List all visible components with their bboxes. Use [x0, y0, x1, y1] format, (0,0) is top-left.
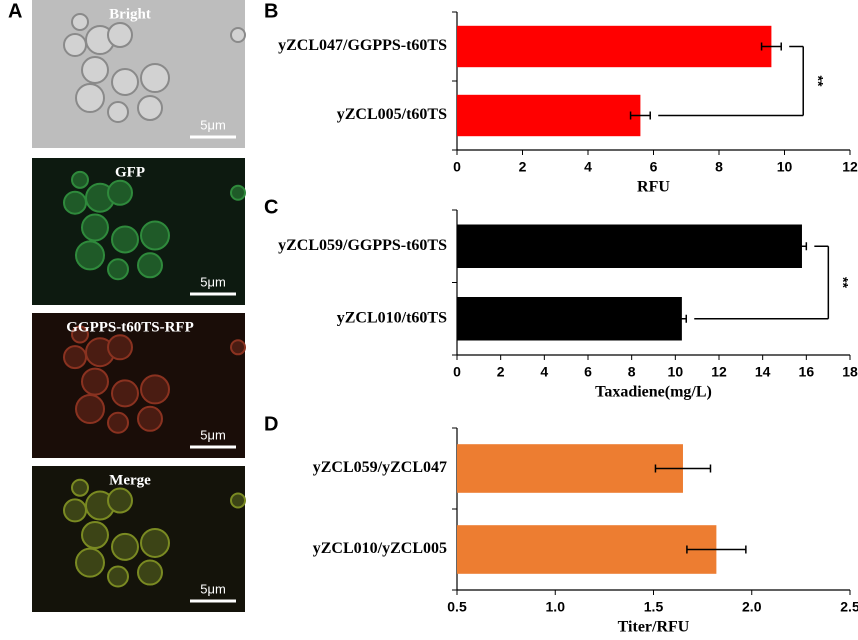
- bar: [457, 25, 772, 68]
- x-tick-label: 10: [668, 364, 684, 380]
- panel-label: A: [8, 0, 22, 22]
- category-label: yZCL005/t60TS: [337, 106, 447, 123]
- bar: [457, 94, 641, 137]
- image-label: Bright: [109, 6, 151, 22]
- cell: [107, 565, 129, 588]
- scale-bar-label: 5μm: [200, 427, 226, 442]
- cell: [75, 83, 105, 113]
- scale-bar-label: 5μm: [200, 581, 226, 596]
- cell: [107, 334, 133, 361]
- x-tick-label: 4: [584, 159, 592, 175]
- cell: [140, 374, 170, 405]
- cell: [140, 527, 170, 558]
- x-tick-label: 8: [628, 364, 636, 380]
- bar: [457, 444, 683, 493]
- scale-bar-label: 5μm: [200, 117, 226, 132]
- panel-label: C: [264, 196, 278, 218]
- cell: [140, 220, 170, 251]
- x-tick-label: 2: [497, 364, 505, 380]
- category-label: yZCL010/yZCL005: [313, 540, 447, 557]
- category-label: yZCL010/t60TS: [337, 309, 447, 326]
- bar: [457, 224, 802, 268]
- cell: [107, 487, 133, 514]
- micrograph: [32, 313, 245, 458]
- category-label: yZCL059/GGPPS-t60TS: [278, 237, 447, 254]
- x-tick-label: 2: [519, 159, 527, 175]
- cell: [107, 179, 133, 206]
- x-tick-label: 14: [755, 364, 771, 380]
- x-tick-label: 1.0: [546, 599, 566, 615]
- panel-label: D: [264, 413, 278, 435]
- cell: [111, 532, 139, 561]
- cell: [137, 405, 163, 432]
- image-label: GGPPS-t60TS-RFP: [66, 319, 194, 335]
- cell: [81, 56, 109, 84]
- significance-label: **: [836, 277, 852, 288]
- x-tick-label: 16: [799, 364, 815, 380]
- x-tick-label: 8: [715, 159, 723, 175]
- micrograph: [32, 0, 245, 148]
- x-tick-label: 1.5: [644, 599, 664, 615]
- x-tick-label: 4: [540, 364, 548, 380]
- cell: [107, 22, 133, 48]
- x-tick-label: 6: [650, 159, 658, 175]
- cell: [140, 63, 170, 93]
- bar: [457, 297, 682, 341]
- cell: [81, 367, 109, 396]
- cell: [71, 478, 89, 497]
- x-tick-label: 12: [711, 364, 727, 380]
- cell: [137, 95, 163, 121]
- cell: [230, 339, 246, 356]
- image-label: Merge: [109, 472, 151, 488]
- cell: [75, 240, 105, 271]
- category-label: yZCL059/yZCL047: [313, 459, 447, 476]
- x-tick-label: 10: [777, 159, 793, 175]
- x-tick-label: 0.5: [447, 599, 467, 615]
- category-label: yZCL047/GGPPS-t60TS: [278, 37, 447, 54]
- cell: [81, 521, 109, 550]
- x-axis-label: RFU: [637, 179, 670, 196]
- cell: [107, 258, 129, 281]
- x-tick-label: 6: [584, 364, 592, 380]
- cell: [137, 559, 163, 586]
- x-tick-label: 18: [842, 364, 858, 380]
- micrograph: [32, 158, 245, 305]
- cell: [63, 33, 87, 57]
- cell: [63, 345, 87, 370]
- x-tick-label: 12: [842, 159, 858, 175]
- cell: [230, 184, 246, 201]
- cell: [107, 411, 129, 434]
- cell: [111, 68, 139, 96]
- scale-bar-label: 5μm: [200, 274, 226, 289]
- cell: [71, 325, 89, 344]
- cell: [71, 13, 89, 31]
- cell: [71, 170, 89, 189]
- bar: [457, 525, 717, 574]
- cell: [107, 101, 129, 123]
- significance-bracket: [658, 45, 804, 117]
- x-tick-label: 2.5: [840, 599, 858, 615]
- cell: [63, 190, 87, 215]
- cell: [230, 27, 246, 43]
- x-axis-label: Taxadiene(mg/L): [595, 384, 712, 401]
- panel-label: B: [264, 0, 278, 22]
- image-label: GFP: [115, 164, 145, 180]
- cell: [75, 547, 105, 578]
- cell: [63, 498, 87, 523]
- cell: [137, 252, 163, 279]
- cell: [75, 394, 105, 425]
- significance-bracket: [694, 245, 830, 320]
- x-axis-label: Titer/RFU: [618, 619, 690, 636]
- micrograph: [32, 466, 245, 612]
- x-tick-label: 0: [453, 364, 461, 380]
- cell: [81, 213, 109, 242]
- cell: [230, 492, 246, 509]
- cell: [111, 379, 139, 408]
- x-tick-label: 0: [453, 159, 461, 175]
- significance-label: **: [811, 76, 827, 87]
- x-tick-label: 2.0: [742, 599, 762, 615]
- cell: [111, 225, 139, 254]
